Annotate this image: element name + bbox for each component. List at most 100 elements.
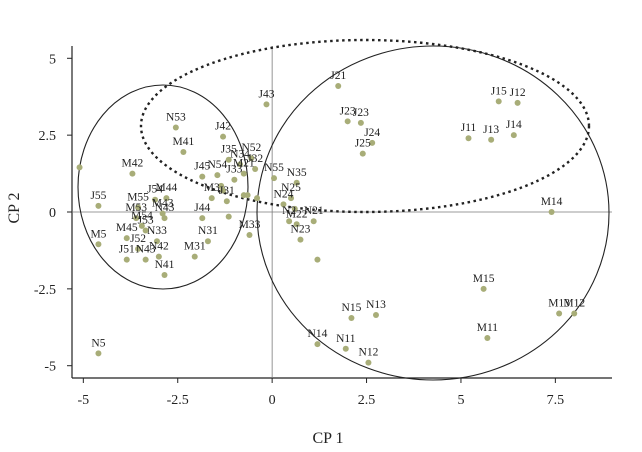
- data-point: [135, 204, 142, 211]
- data-point: [218, 182, 225, 189]
- data-point: [142, 227, 149, 234]
- data-point: [254, 195, 261, 202]
- point-label: N25: [281, 182, 301, 194]
- point-label: J33: [226, 164, 242, 176]
- x-tick-label: 2.5: [358, 393, 376, 408]
- data-point: [240, 170, 247, 177]
- cluster-ellipse-right: [256, 45, 610, 381]
- data-point: [123, 256, 130, 263]
- point-label: N12: [359, 347, 379, 359]
- data-point: [348, 315, 355, 322]
- x-tick-label: 7.5: [547, 393, 565, 408]
- point-label: M53: [125, 202, 147, 214]
- point-label: N24: [274, 188, 294, 200]
- data-point: [138, 222, 145, 229]
- data-point: [344, 118, 351, 125]
- point-label: M15: [473, 273, 495, 285]
- data-point: [484, 335, 491, 342]
- point-label: N31: [198, 225, 218, 237]
- data-point: [161, 272, 168, 279]
- x-tick-label: 5: [457, 393, 464, 408]
- data-point: [161, 215, 168, 222]
- data-point: [248, 155, 255, 162]
- data-point: [225, 213, 232, 220]
- data-point: [359, 150, 366, 157]
- data-point: [480, 285, 487, 292]
- point-label: J11: [461, 122, 477, 134]
- point-label: M33: [239, 219, 261, 231]
- point-label: J23: [353, 107, 369, 119]
- data-point: [237, 161, 244, 168]
- data-point: [123, 235, 130, 242]
- y-axis-label: CP 2: [6, 193, 23, 224]
- data-point: [172, 124, 179, 131]
- point-label: M3: [204, 182, 220, 194]
- point-label: M12: [563, 297, 585, 309]
- point-label: M22: [286, 208, 308, 220]
- point-label: N35: [287, 167, 307, 179]
- data-points: [76, 82, 578, 366]
- point-label: M13: [548, 297, 570, 309]
- data-point: [342, 345, 349, 352]
- point-label: J42: [215, 121, 231, 133]
- cluster-ellipse-dotted: [139, 38, 591, 214]
- point-label: M55: [127, 191, 149, 203]
- x-tick-label: -2.5: [167, 393, 189, 408]
- data-point: [180, 149, 187, 156]
- point-label: J35: [221, 144, 237, 156]
- data-point: [263, 101, 270, 108]
- data-point: [495, 98, 502, 105]
- data-point: [142, 256, 149, 263]
- point-label: M5: [90, 228, 106, 240]
- point-label: J15: [491, 85, 507, 97]
- data-point: [133, 215, 140, 222]
- point-label: M21: [233, 158, 255, 170]
- point-label: J24: [364, 127, 380, 139]
- y-tick-label: -2.5: [34, 283, 56, 298]
- data-point: [293, 221, 300, 228]
- point-label: N5: [91, 337, 105, 349]
- data-point: [199, 215, 206, 222]
- point-label: N34: [230, 148, 250, 160]
- data-point: [246, 232, 253, 239]
- data-point: [244, 192, 251, 199]
- data-point: [280, 201, 287, 208]
- x-tick-label: -5: [77, 393, 89, 408]
- data-point: [225, 156, 232, 163]
- data-point: [95, 350, 102, 357]
- point-label: N15: [342, 302, 362, 314]
- data-point: [293, 179, 300, 186]
- y-tick-label: 0: [49, 206, 56, 221]
- point-label: N53: [166, 111, 186, 123]
- point-label: N13: [366, 299, 386, 311]
- data-point: [314, 341, 321, 348]
- data-point: [231, 176, 238, 183]
- x-tick-label: 0: [269, 393, 276, 408]
- point-label: M45: [116, 222, 138, 234]
- point-label: J45: [194, 161, 210, 173]
- point-label: N54: [207, 159, 227, 171]
- point-label: J54: [147, 184, 163, 196]
- data-point: [129, 170, 136, 177]
- data-point: [214, 172, 221, 179]
- data-point: [510, 132, 517, 139]
- point-label: J43: [258, 88, 274, 100]
- point-label: N41: [155, 259, 175, 271]
- data-point: [571, 310, 578, 317]
- data-point: [271, 175, 278, 182]
- data-point: [153, 238, 160, 245]
- x-axis-label: CP 1: [313, 430, 344, 447]
- point-label: J32: [247, 153, 263, 165]
- point-label: N42: [149, 241, 169, 253]
- point-label: J25: [355, 138, 371, 150]
- point-label: J52: [130, 233, 146, 245]
- y-tick-label: 2.5: [39, 129, 57, 144]
- point-label: N52: [241, 142, 261, 154]
- data-point: [159, 210, 166, 217]
- data-point: [204, 238, 211, 245]
- point-label: M31: [184, 241, 206, 253]
- data-point: [310, 218, 317, 225]
- data-point: [191, 253, 198, 260]
